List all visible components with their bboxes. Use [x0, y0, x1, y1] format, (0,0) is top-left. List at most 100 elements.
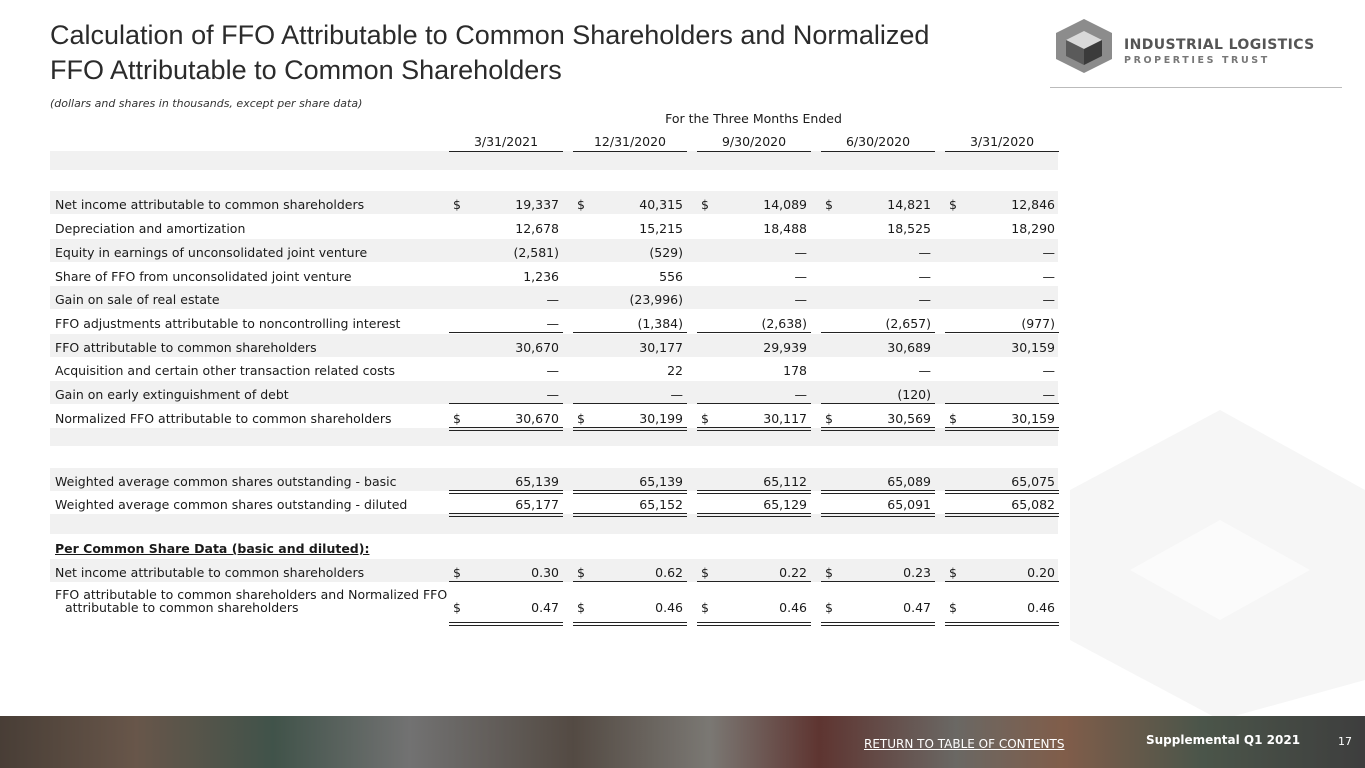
cell-value: 30,670	[515, 340, 559, 355]
cell-value: 30,689	[887, 340, 931, 355]
cell-value: 65,177	[515, 497, 559, 512]
currency-symbol: $	[577, 565, 585, 580]
currency-symbol: $	[825, 197, 833, 212]
cell-value: 0.46	[779, 600, 807, 615]
cell-value: 0.47	[903, 600, 931, 615]
value-underline	[697, 622, 811, 626]
cell-value: 0.23	[903, 565, 931, 580]
cell-value: —	[918, 269, 932, 284]
currency-symbol: $	[949, 197, 957, 212]
value-underline	[449, 581, 563, 582]
cell-value: (529)	[649, 245, 683, 260]
value-underline	[449, 403, 563, 404]
spacer-shade	[50, 428, 1058, 446]
table: 3/31/2021 12/31/2020 9/30/2020 6/30/2020 3/3…	[50, 134, 1059, 626]
cell-value: —	[546, 316, 560, 331]
value-underline	[573, 622, 687, 626]
row-shade	[50, 239, 1058, 262]
row-shade	[50, 334, 1058, 357]
cell-value: —	[1042, 363, 1056, 378]
row-label: Depreciation and amortization	[55, 221, 246, 236]
cell-value: (2,581)	[513, 245, 559, 260]
cell-value: 65,112	[763, 474, 807, 489]
cell-value: 0.22	[779, 565, 807, 580]
logo-icon	[1056, 19, 1112, 73]
value-underline	[945, 513, 1059, 517]
cell-value: 30,199	[639, 411, 683, 426]
row-label: Net income attributable to common shareh…	[55, 197, 365, 212]
cell-value: 18,525	[887, 221, 931, 236]
cell-value: 65,139	[515, 474, 559, 489]
cell-value: 30,569	[887, 411, 931, 426]
currency-symbol: $	[453, 565, 461, 580]
value-underline	[573, 427, 687, 431]
currency-symbol: $	[701, 600, 709, 615]
row-shade	[50, 286, 1058, 309]
row-label: Net income attributable to common shareh…	[55, 565, 365, 580]
value-underline	[573, 332, 687, 333]
value-underline	[697, 403, 811, 404]
cell-value: 30,159	[1011, 411, 1055, 426]
row-label: Weighted average common shares outstandi…	[55, 497, 408, 512]
row-label: Share of FFO from unconsolidated joint v…	[55, 269, 352, 284]
cell-value: 0.46	[1027, 600, 1055, 615]
cell-value: —	[794, 245, 808, 260]
currency-symbol: $	[701, 565, 709, 580]
column-header: 9/30/2020	[721, 134, 787, 149]
value-underline	[449, 622, 563, 626]
value-underline	[449, 332, 563, 333]
cell-value: 0.62	[655, 565, 683, 580]
period-header: For the Three Months Ended	[665, 111, 842, 126]
cell-value: 65,152	[639, 497, 683, 512]
column-header: 3/31/2020	[969, 134, 1035, 149]
currency-symbol: $	[453, 411, 461, 426]
title-line: FFO Attributable to Common Shareholders	[50, 55, 562, 85]
cell-value: (1,384)	[637, 316, 683, 331]
cell-value: 65,129	[763, 497, 807, 512]
cell-value: —	[546, 363, 560, 378]
value-underline	[449, 513, 563, 517]
toc-link[interactable]: RETURN TO TABLE OF CONTENTS	[864, 737, 1065, 751]
currency-symbol: $	[453, 600, 461, 615]
cell-value: 65,089	[887, 474, 931, 489]
row-label: Per Common Share Data (basic and diluted…	[55, 541, 370, 556]
row-label: Weighted average common shares outstandi…	[55, 474, 397, 489]
value-underline	[821, 581, 935, 582]
cell-value: 556	[659, 269, 683, 284]
cell-value: —	[1042, 387, 1056, 402]
cell-value: 14,089	[763, 197, 807, 212]
row-shade	[50, 191, 1058, 214]
column-header: 12/31/2020	[593, 134, 667, 149]
cell-value: 14,821	[887, 197, 931, 212]
cell-value: —	[918, 292, 932, 307]
value-underline	[697, 581, 811, 582]
row-label: FFO adjustments attributable to noncontr…	[55, 316, 401, 331]
cell-value: 19,337	[515, 197, 559, 212]
row-label: Gain on early extinguishment of debt	[55, 387, 289, 402]
cell-value: —	[546, 292, 560, 307]
currency-symbol: $	[577, 197, 585, 212]
cell-value: 29,939	[763, 340, 807, 355]
value-underline	[945, 332, 1059, 333]
cell-value: —	[918, 245, 932, 260]
header-rule	[1050, 87, 1342, 88]
cell-value: (120)	[897, 387, 931, 402]
cell-value: 12,678	[515, 221, 559, 236]
logo-line2: PROPERTIES TRUST	[1124, 55, 1270, 66]
cell-value: (2,638)	[761, 316, 807, 331]
currency-symbol: $	[577, 411, 585, 426]
value-underline	[821, 332, 935, 333]
cell-value: 30,177	[639, 340, 683, 355]
cell-value: —	[546, 387, 560, 402]
value-underline	[821, 403, 935, 404]
cell-value: —	[794, 387, 808, 402]
row-label: Acquisition and certain other transactio…	[55, 363, 396, 378]
background-hexagons	[1070, 410, 1365, 720]
value-underline	[573, 513, 687, 517]
cell-value: 0.30	[531, 565, 559, 580]
value-underline	[821, 513, 935, 517]
row-label: Normalized FFO attributable to common sh…	[55, 411, 392, 426]
cell-value: 0.47	[531, 600, 559, 615]
value-underline	[821, 622, 935, 626]
